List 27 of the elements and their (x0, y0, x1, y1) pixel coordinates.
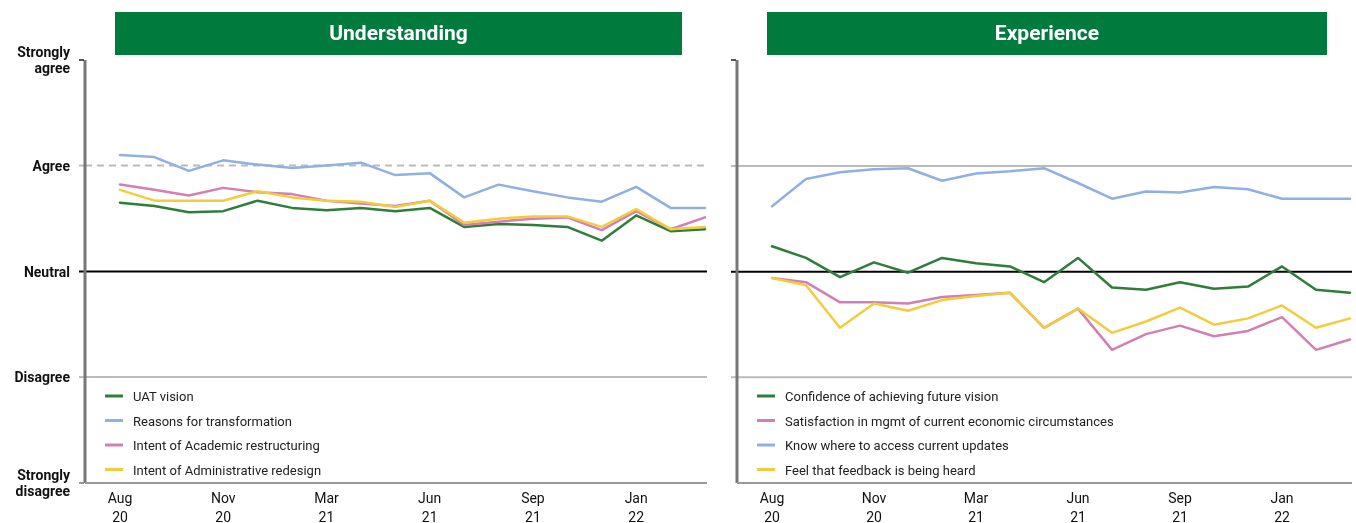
x-tick-label: Nov 20 (861, 490, 887, 523)
legend-label: Intent of Administrative redesign (133, 462, 322, 478)
x-tick-label: Jun 21 (1066, 490, 1090, 523)
x-tick-label: Aug 20 (759, 490, 785, 523)
x-tick-label: Jan 22 (624, 490, 648, 523)
ref-line-label: Neutral (23, 263, 70, 280)
x-tick-label: Jun 21 (418, 490, 442, 523)
x-tick-label: Sep 21 (1168, 490, 1192, 523)
x-tick-label: Mar 21 (314, 490, 340, 523)
chart-title: Understanding (329, 21, 468, 45)
x-tick-label: Nov 20 (210, 490, 236, 523)
legend-label: Satisfaction in mgmt of current economic circumstances (785, 413, 1114, 429)
x-tick-label: Mar 21 (963, 490, 989, 523)
chart-title: Experience (994, 21, 1100, 45)
legend-label: Confidence of achieving future vision (785, 389, 999, 404)
ref-line-label: Strongly disagree (15, 467, 71, 499)
ref-line-label: Disagree (14, 369, 71, 386)
x-tick-label: Sep 21 (521, 490, 545, 523)
legend-label: Intent of Academic restructuring (133, 438, 320, 453)
ref-line-label: Strongly agree (17, 44, 71, 76)
legend-label: UAT vision (133, 389, 194, 404)
legend-label: Feel that feedback is being heard (785, 462, 976, 478)
x-tick-label: Jan 22 (1270, 490, 1294, 523)
legend-label: Reasons for transformation (133, 413, 292, 429)
legend-label: Know where to access current updates (785, 438, 1010, 453)
x-tick-label: Aug 20 (107, 490, 133, 523)
ref-line-label: Agree (32, 157, 71, 174)
